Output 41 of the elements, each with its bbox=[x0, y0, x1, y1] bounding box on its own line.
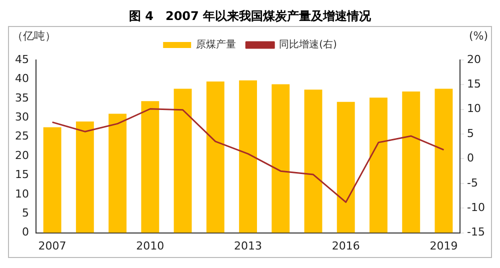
x-tick-label: 2016 bbox=[332, 239, 360, 252]
x-tick-label: 2013 bbox=[234, 239, 262, 252]
bar bbox=[141, 101, 160, 233]
y2-tick-label: -10 bbox=[467, 200, 485, 214]
y-tick-label: 35 bbox=[14, 91, 29, 104]
bar bbox=[174, 88, 192, 233]
x-tick-label: 2019 bbox=[430, 239, 458, 252]
y-tick-label: 45 bbox=[14, 52, 29, 66]
y2-tick-label: 10 bbox=[467, 102, 482, 116]
bar bbox=[402, 91, 420, 233]
bar bbox=[239, 80, 257, 233]
y-tick-label: 15 bbox=[14, 168, 29, 182]
y2-tick-label: 5 bbox=[467, 126, 474, 140]
y2-tick-label: -5 bbox=[467, 176, 478, 190]
y-tick-label: 0 bbox=[22, 226, 29, 239]
x-tick-label: 2010 bbox=[136, 239, 164, 252]
bar bbox=[272, 84, 290, 233]
y2-tick-label: 20 bbox=[467, 52, 482, 66]
y2-axis-title: (%) bbox=[468, 29, 488, 42]
bar bbox=[43, 127, 62, 233]
y-tick-label: 30 bbox=[14, 110, 29, 124]
y-tick-label: 40 bbox=[14, 72, 29, 86]
bar bbox=[76, 121, 94, 233]
y2-tick-label: -15 bbox=[467, 226, 485, 239]
legend-label: 同比增速(右) bbox=[279, 38, 337, 51]
y2-tick-label: 0 bbox=[467, 152, 474, 165]
bar bbox=[434, 88, 453, 233]
x-tick-label: 2007 bbox=[38, 239, 66, 252]
y-axis-title: （亿吨） bbox=[12, 29, 56, 42]
bar bbox=[304, 90, 322, 233]
legend-label: 原煤产量 bbox=[196, 38, 236, 51]
y-tick-label: 25 bbox=[14, 130, 29, 143]
chart-title: 图 4 2007 年以来我国煤炭产量及增速情况 bbox=[128, 8, 372, 25]
y-tick-label: 20 bbox=[14, 148, 29, 162]
bar bbox=[370, 98, 388, 233]
bar bbox=[108, 114, 127, 233]
y-tick-label: 10 bbox=[14, 187, 29, 200]
bar bbox=[336, 102, 355, 233]
y-tick-label: 5 bbox=[22, 206, 29, 220]
bar bbox=[206, 82, 224, 233]
y2-tick-label: 15 bbox=[467, 78, 482, 91]
